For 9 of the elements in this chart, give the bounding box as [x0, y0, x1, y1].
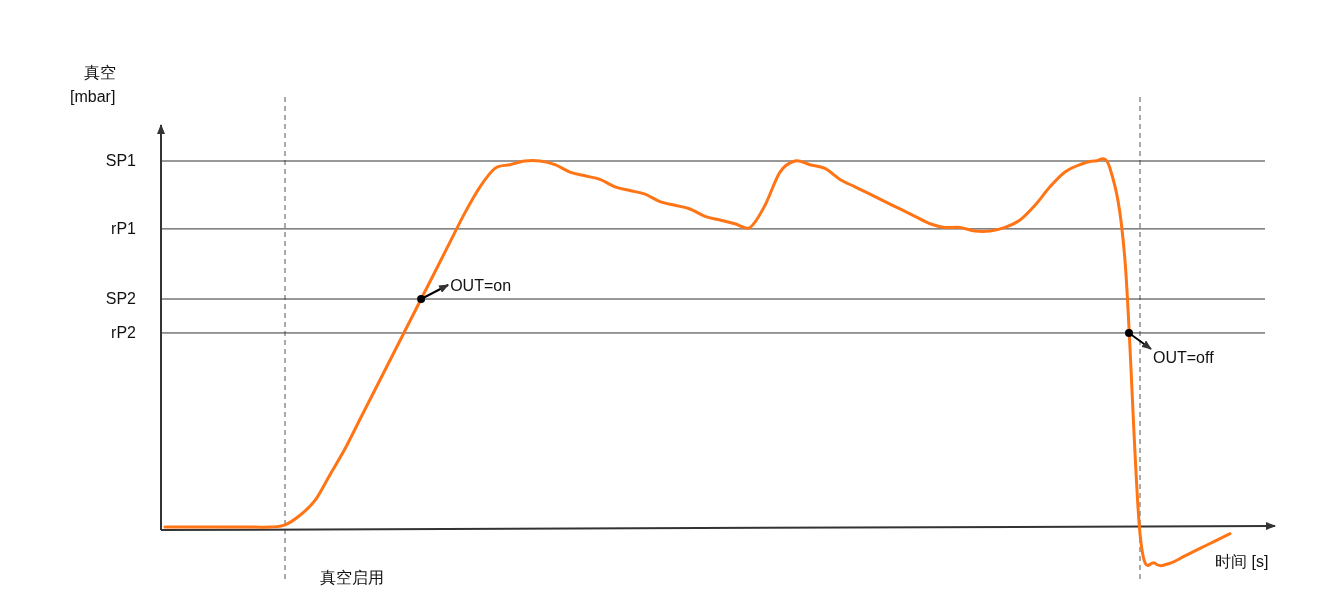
ref-line-label: rP2 — [111, 323, 137, 341]
ref-line-label: rP1 — [111, 219, 137, 237]
y-axis-title: 真空 [mbar] — [70, 64, 116, 105]
annotation: OUT=off — [1152, 348, 1215, 366]
ref-line-label: SP1 — [105, 152, 137, 169]
x-axis-title: 时间 [s] — [1215, 553, 1269, 570]
annotation: OUT=on — [450, 277, 512, 295]
text: 真空启用 — [320, 569, 384, 586]
ref-line-label: SP2 — [105, 290, 137, 308]
